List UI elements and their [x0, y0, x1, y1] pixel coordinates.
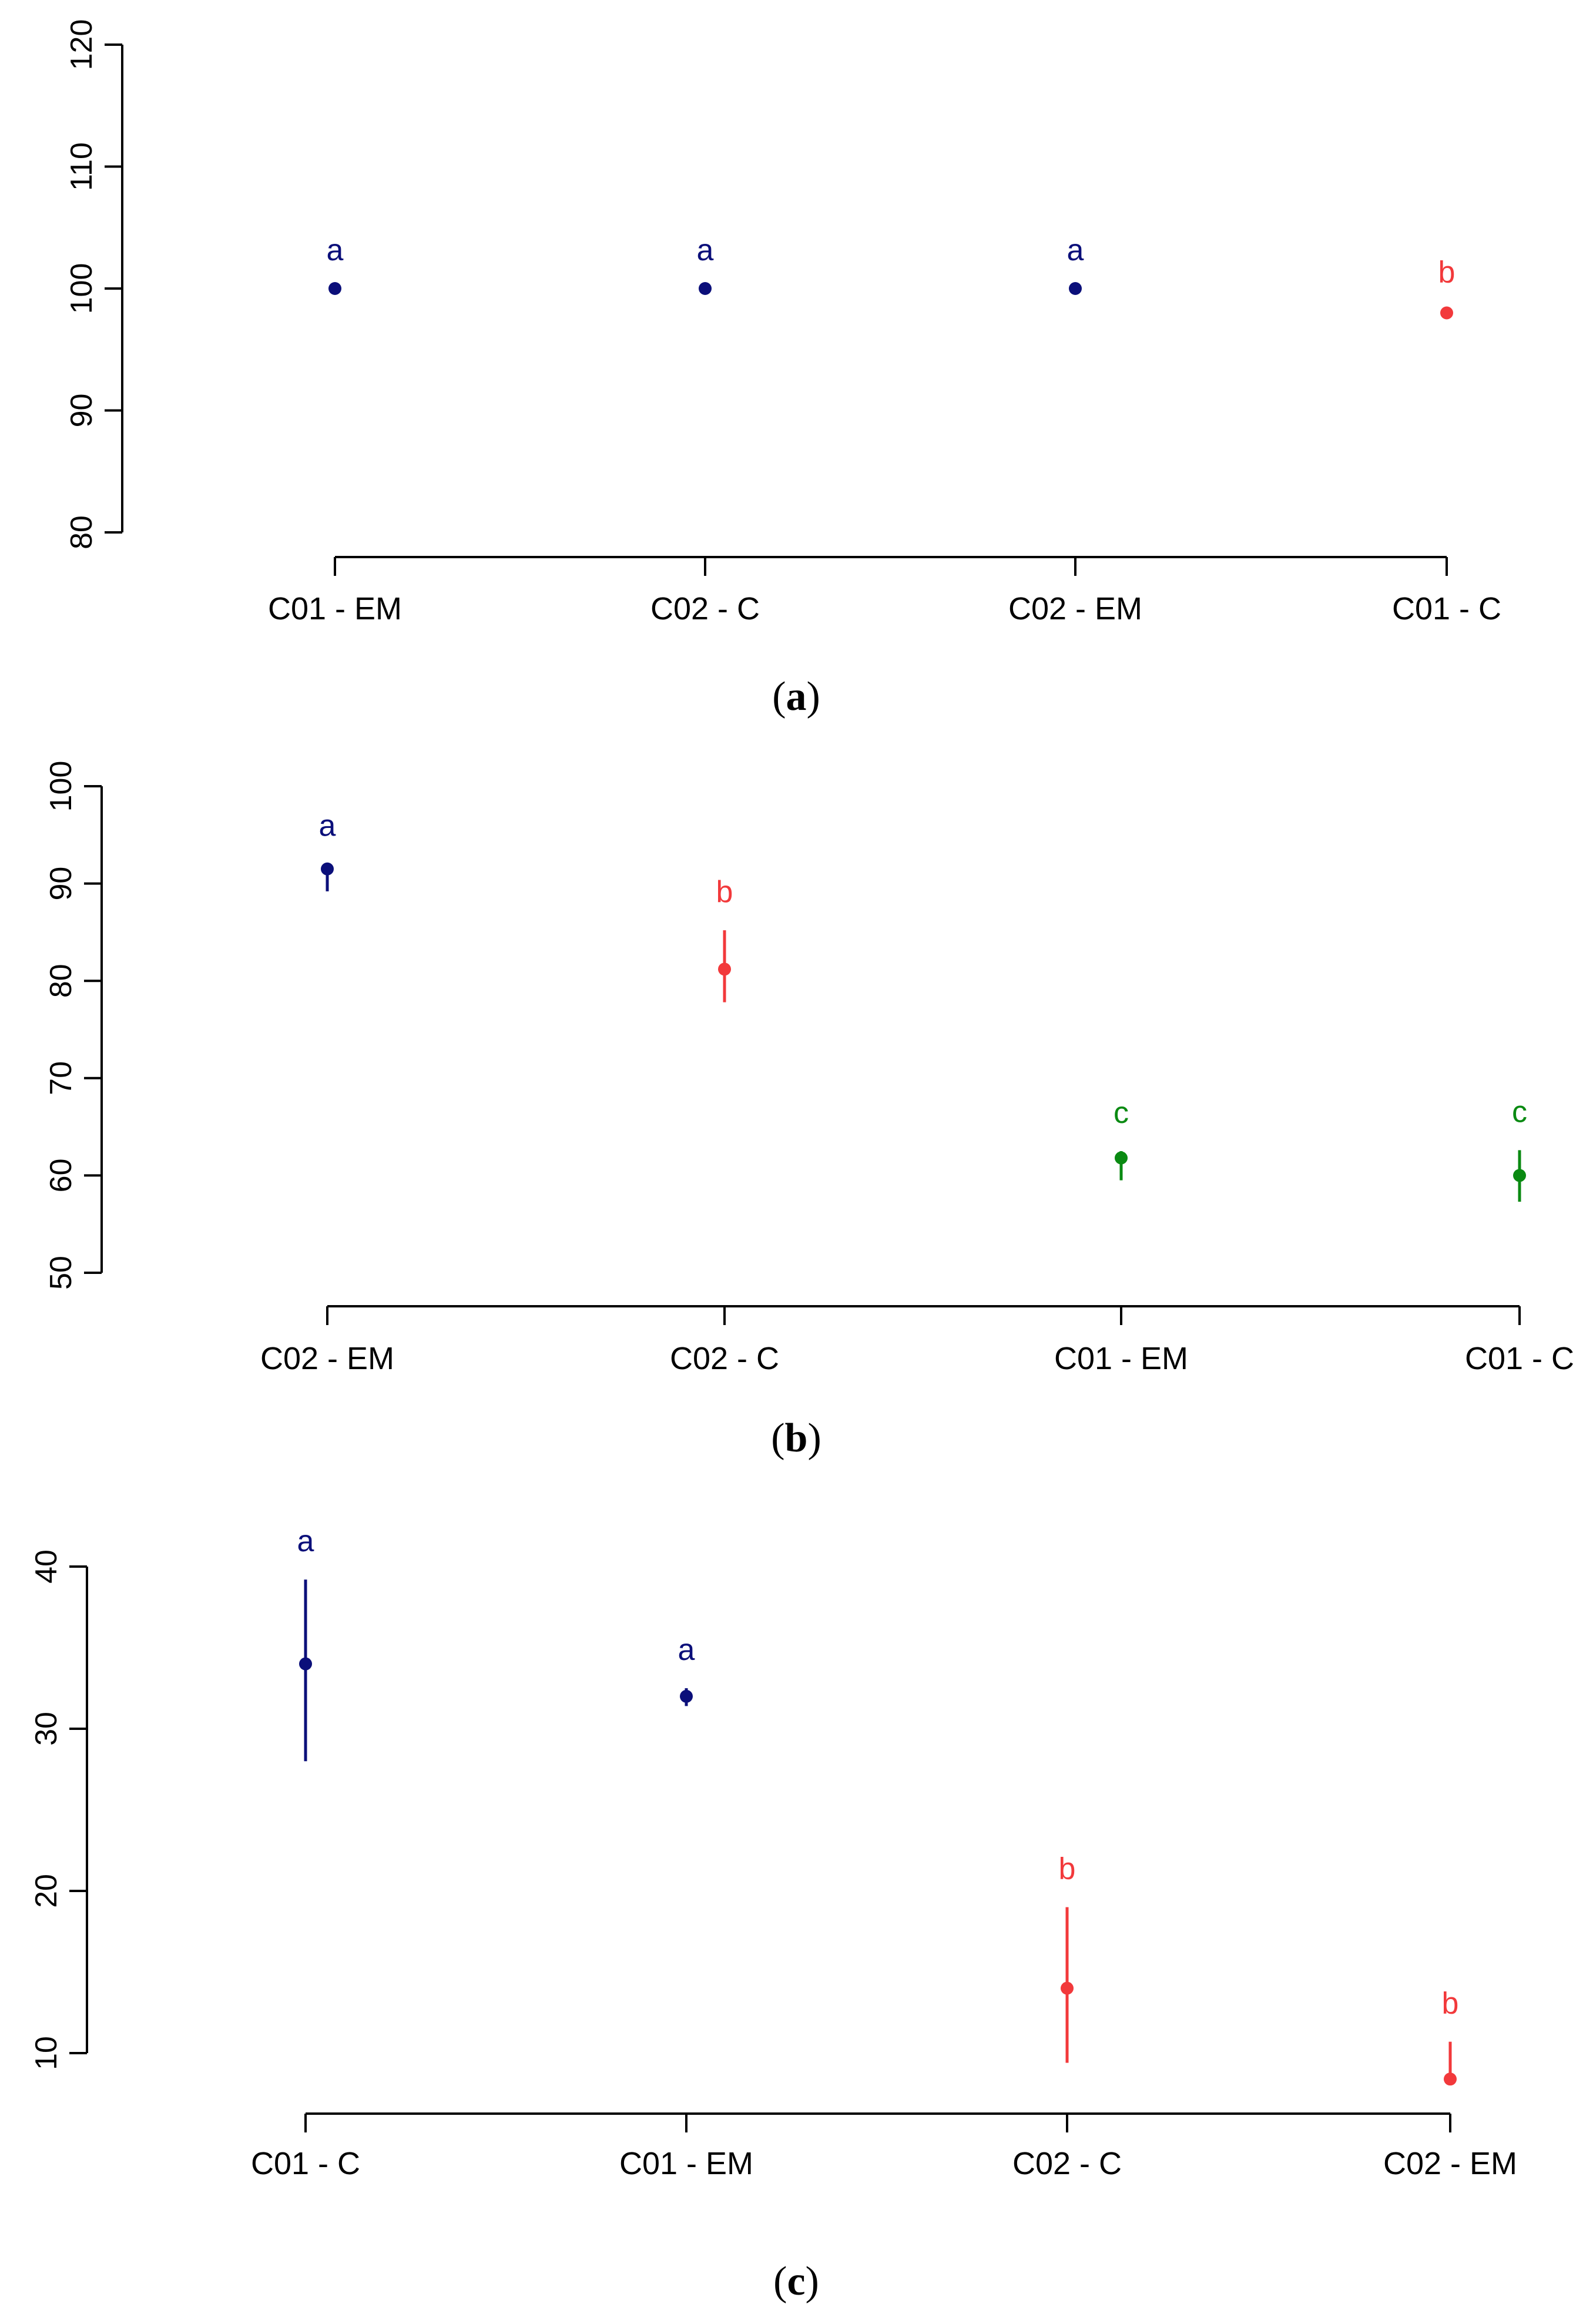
y-tick-label: 20: [29, 1874, 63, 1908]
significance-letter: c: [1512, 1095, 1527, 1129]
x-tick-label: C01 - EM: [619, 2146, 753, 2181]
data-point: [1513, 1169, 1526, 1182]
significance-letter: b: [1438, 255, 1456, 289]
significance-letter: c: [1114, 1096, 1129, 1130]
x-tick-label: C02 - EM: [1383, 2146, 1517, 2181]
significance-letter: b: [716, 875, 733, 909]
significance-letter: b: [1442, 1987, 1459, 2021]
x-tick-label: C01 - EM: [1054, 1341, 1188, 1376]
panel-letter: c: [787, 2259, 805, 2304]
y-tick-label: 80: [44, 964, 78, 998]
y-tick-label: 70: [44, 1061, 78, 1095]
data-point: [1061, 1981, 1074, 1995]
y-tick-label: 100: [44, 761, 78, 812]
x-tick-label: C01 - C: [1465, 1341, 1574, 1376]
data-point: [328, 282, 341, 295]
x-tick-label: C02 - EM: [1008, 591, 1142, 626]
panel-caption: (b): [771, 1416, 821, 1461]
significance-letter: a: [327, 233, 344, 267]
y-tick-label: 40: [29, 1550, 63, 1584]
chart-panel-a: 80 90 100 110 120 C01 - EM a C02 - C a C02 - EM a C…: [65, 19, 1501, 719]
data-point: [718, 963, 731, 976]
x-tick-label: C02 - C: [650, 591, 760, 626]
data-point: [1444, 2073, 1457, 2086]
data-point: [1115, 1151, 1128, 1165]
y-tick-label: 10: [29, 2036, 63, 2070]
data-point: [321, 862, 334, 876]
y-tick-label: 110: [65, 142, 99, 191]
x-tick-label: C01 - C: [1392, 591, 1501, 626]
panel-caption: (a): [772, 674, 820, 719]
significance-letter: a: [319, 809, 336, 843]
data-point: [1440, 306, 1453, 320]
y-tick-label: 100: [65, 263, 99, 314]
chart-panel-b: 50 60 70 80 90 100 C02 - EM a C02 - C b C01 - EM c C…: [44, 761, 1574, 1461]
panel-letter: a: [786, 674, 807, 719]
chart-panel-c: 10 20 30 40 C01 - C a C01 - EM a C02 - C b C02 - E…: [29, 1524, 1517, 2304]
x-tick-label: C02 - C: [1012, 2146, 1122, 2181]
significance-letter: b: [1059, 1852, 1076, 1886]
significance-letter: a: [697, 233, 714, 267]
significance-letter: a: [678, 1633, 695, 1667]
y-tick-label: 90: [44, 867, 78, 901]
significance-letter: a: [297, 1524, 314, 1558]
data-point: [299, 1657, 312, 1671]
x-tick-label: C02 - EM: [260, 1341, 394, 1376]
x-tick-label: C01 - EM: [268, 591, 402, 626]
panel-letter: b: [785, 1416, 808, 1461]
data-point: [680, 1689, 693, 1703]
y-tick-label: 60: [44, 1158, 78, 1192]
y-tick-label: 90: [65, 394, 99, 428]
y-tick-label: 30: [29, 1712, 63, 1746]
y-tick-label: 120: [65, 19, 99, 71]
y-tick-label: 50: [44, 1256, 78, 1290]
x-tick-label: C02 - C: [670, 1341, 779, 1376]
significance-letter: a: [1067, 233, 1084, 267]
data-point: [1069, 282, 1082, 295]
y-tick-label: 80: [65, 515, 99, 549]
data-point: [699, 282, 712, 295]
x-tick-label: C01 - C: [251, 2146, 360, 2181]
panel-caption: (c): [773, 2259, 819, 2304]
